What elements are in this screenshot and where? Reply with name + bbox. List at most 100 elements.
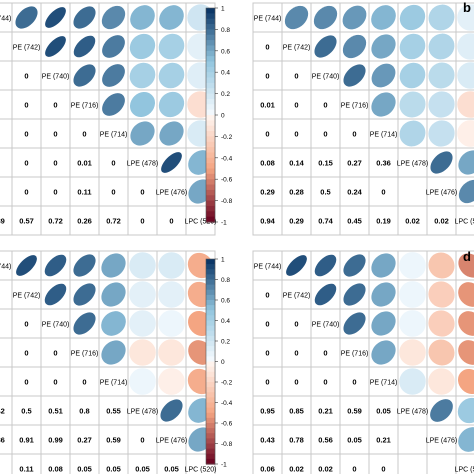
correlation-ellipse [45,7,66,28]
colorbar-swatch [206,104,215,111]
colorbar-swatch [206,448,215,455]
variable-label: PE (714) [370,132,398,139]
p-value-label: 0.59 [106,436,121,445]
correlation-ellipse [430,399,453,422]
p-value-label: 0.26 [77,217,92,226]
colorbar-swatch [206,66,215,73]
colorbar-swatch [206,131,215,137]
correlation-ellipse [160,399,183,422]
p-value-label: 0 [294,349,298,358]
correlation-ellipse [399,281,426,308]
p-value-label: 0.99 [48,436,63,445]
colorbar-swatch [206,109,215,116]
variable-label: PE (740) [42,74,70,81]
p-value-label: 0.43 [260,436,275,445]
colorbar-tick-label: -0.6 [221,177,233,184]
p-value-label: 0 [82,378,86,387]
p-value-label: 0 [24,159,28,168]
p-value-label: 0 [323,101,327,110]
correlation-ellipse [428,91,455,118]
p-value-label: 0 [53,349,57,358]
correlation-ellipse [129,339,156,366]
p-value-label: 0.57 [19,217,34,226]
variable-label: PE (744) [0,16,11,23]
correlation-ellipse [129,91,156,118]
colorbar-swatch [206,325,215,332]
p-value-label: 0.36 [376,159,391,168]
variable-label: PE (716) [341,103,369,110]
colorbar-swatch [206,13,215,20]
colorbar-swatch [206,412,215,419]
variable-label: PE (740) [42,322,70,329]
variable-label: PE (714) [100,380,128,387]
correlation-ellipse [130,121,155,146]
colorbar-swatch [206,320,215,327]
variable-label: LPE (476) [156,438,188,445]
correlation-ellipse [399,62,426,89]
correlation-ellipse [102,93,125,116]
correlation-ellipse [129,62,156,89]
colorbar-swatch [206,330,215,337]
variable-label: PE (744) [254,264,282,271]
correlation-ellipse [158,62,185,89]
colorbar-swatch [206,407,215,414]
p-value-label: 0 [323,378,327,387]
colorbar-tick-label: 0.8 [221,277,230,284]
colorbar-swatch [206,205,215,212]
variable-label: PE (740) [312,74,340,81]
p-value-label: 0 [352,465,356,474]
p-value-label: 0.05 [135,465,150,474]
p-value-label: 0 [24,320,28,329]
colorbar-swatch [206,216,215,223]
p-value-label: 0 [111,188,115,197]
p-value-label: 0.02 [289,465,304,474]
colorbar-swatch [206,284,215,291]
variable-label: PE (744) [254,16,282,23]
correlation-ellipse [158,339,185,366]
colorbar-swatch [206,433,215,439]
p-value-label: 0.05 [77,465,92,474]
colorbar-swatch [206,24,215,30]
p-value-label: 0.5 [21,407,31,416]
correlation-ellipse [16,255,37,276]
p-value-label: 0 [24,72,28,81]
p-value-label: 0.74 [318,217,333,226]
correlation-ellipse [313,5,338,30]
colorbar-swatch [206,115,215,121]
p-value-label: 0.05 [347,436,362,445]
variable-label: PE (742) [283,293,311,300]
correlation-ellipse [457,62,474,89]
p-value-label: 0 [381,188,385,197]
p-value-label: 0.19 [376,217,391,226]
p-value-label: 0.78 [289,436,304,445]
colorbar-swatch [206,274,215,281]
correlation-ellipse [129,368,156,395]
colorbar-tick-label: -0.6 [221,421,233,428]
correlation-ellipse [342,5,367,30]
variable-label: LPC (520) [185,467,217,474]
p-value-label: 0 [381,465,385,474]
p-value-label: 0.21 [318,407,333,416]
correlation-ellipse [458,340,474,365]
correlation-ellipse [399,368,426,395]
colorbar-swatch [206,366,215,373]
p-value-label: 0.5 [320,188,330,197]
colorbar-swatch [206,163,215,170]
colorbar-swatch [206,423,215,429]
p-value-label: 0.05 [164,465,179,474]
p-value-label: 0 [294,378,298,387]
colorbar-swatch [206,428,215,434]
p-value-label: 0 [265,378,269,387]
correlation-ellipse [101,253,126,278]
correlation-ellipse [428,281,455,308]
variable-label: PE (742) [13,293,41,300]
correlation-ellipse [101,5,126,30]
p-value-label: 0.91 [19,436,34,445]
correlation-ellipse [428,4,455,31]
colorbar-swatch [206,259,215,265]
colorbar-swatch [206,341,215,347]
p-value-label: 0.02 [434,217,449,226]
variable-label: PE (716) [341,351,369,358]
p-value-label: 0 [53,130,57,139]
colorbar-swatch [206,289,215,296]
